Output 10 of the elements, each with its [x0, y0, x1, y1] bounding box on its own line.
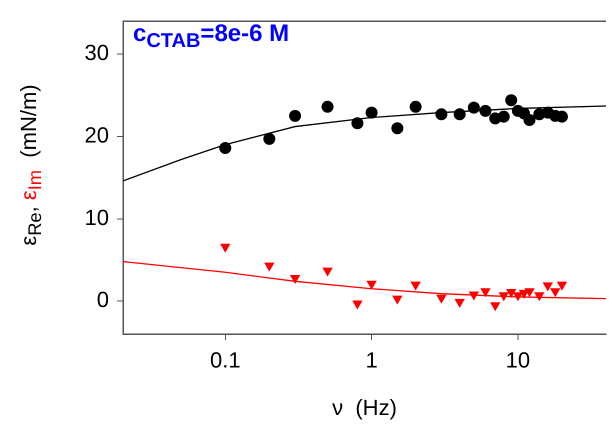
x-tick-label: 1 — [365, 347, 378, 372]
y-tick-label: 30 — [84, 40, 109, 66]
y-tick-label: 10 — [84, 204, 109, 230]
y-axis-title: (mN/m) — [16, 84, 41, 158]
x-tick-label: 10 — [506, 347, 530, 372]
y-tick-label: 20 — [84, 122, 109, 148]
x-tick-label: 0.1 — [210, 347, 241, 372]
y-tick-label: 0 — [96, 287, 109, 312]
annotation: c$_{CTAB}$=8e-6 M — [133, 20, 290, 53]
x-axis-title: ν (Hz) — [332, 394, 397, 420]
